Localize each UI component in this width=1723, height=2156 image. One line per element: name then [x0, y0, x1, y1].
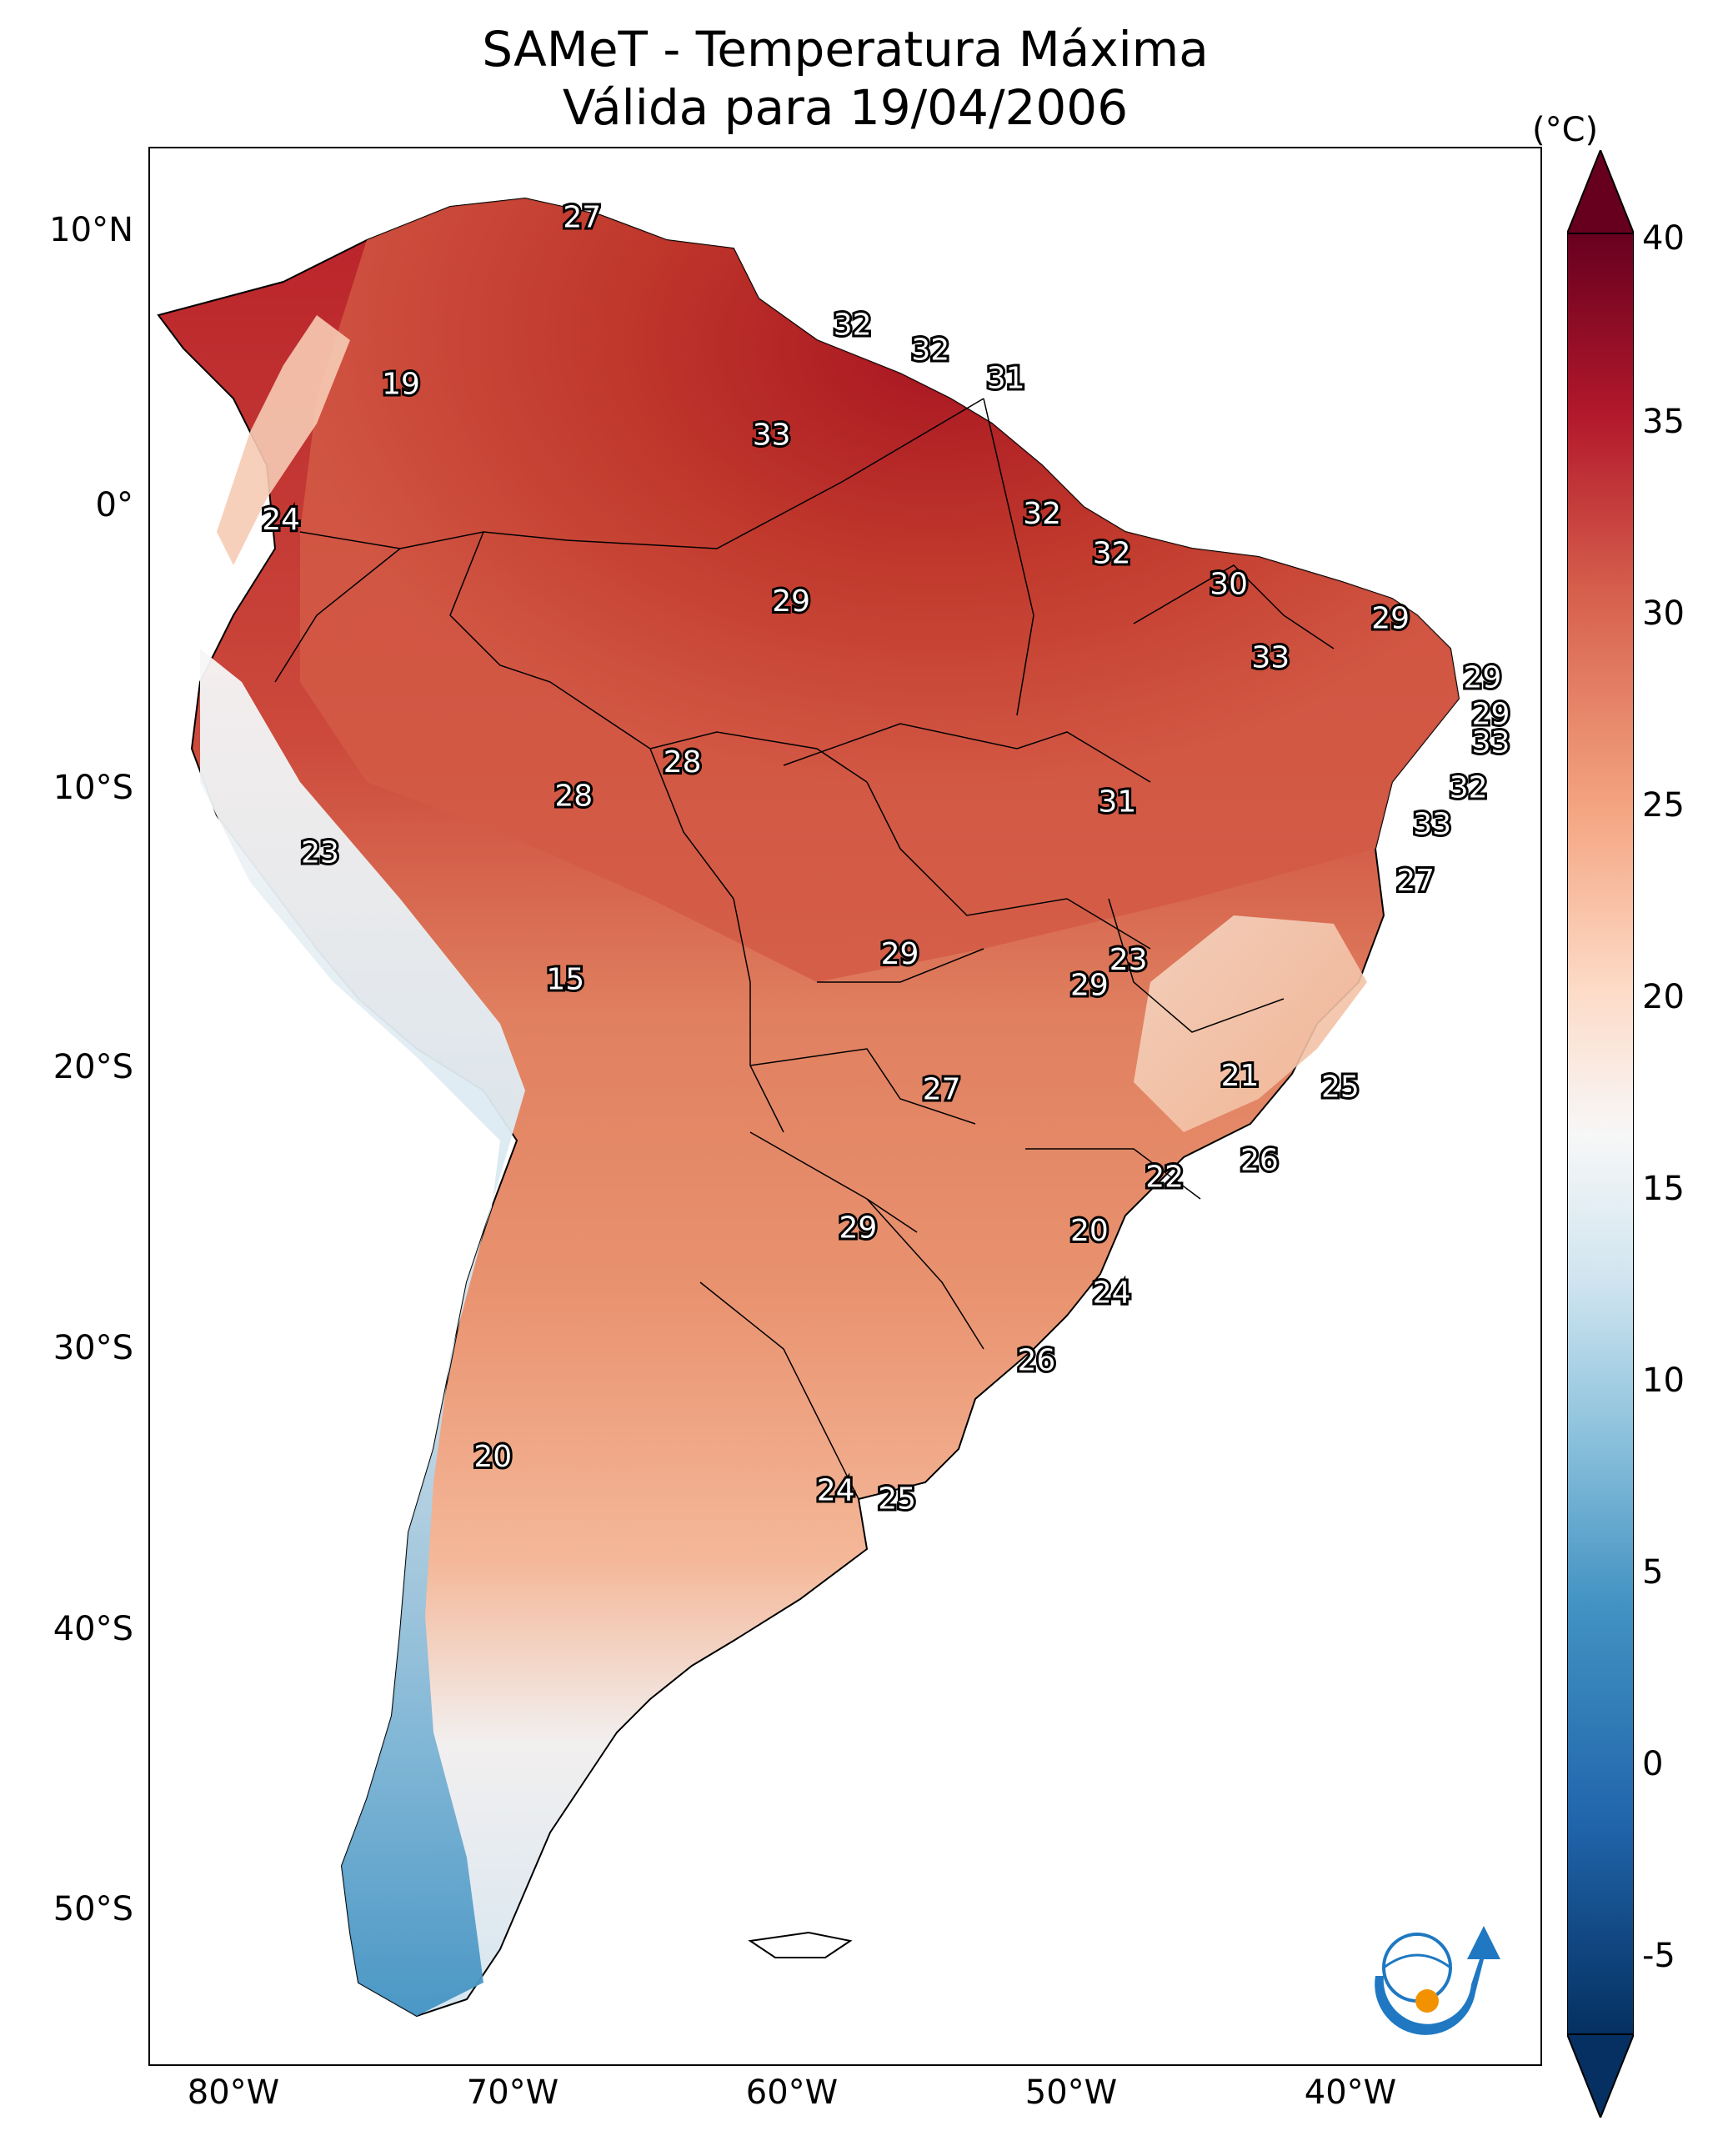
lon-label-40w: 40°W — [1304, 2073, 1397, 2112]
title-line-2: Válida para 19/04/2006 — [562, 79, 1129, 136]
station-value-label: 27 — [923, 1073, 961, 1107]
station-value-label: 24 — [817, 1473, 855, 1507]
station-value-label: 27 — [1396, 864, 1435, 898]
station-value-label: 32 — [911, 333, 949, 368]
northern-andes-highlands — [217, 315, 350, 565]
station-value-label: 31 — [987, 362, 1025, 396]
station-value-label: 32 — [1023, 497, 1061, 531]
station-value-label: 20 — [1070, 1214, 1109, 1248]
lon-label-80w: 80°W — [187, 2073, 280, 2112]
colorbar-tick-30: 30 — [1642, 594, 1685, 633]
colorbar-tick-minus-5: -5 — [1642, 1937, 1675, 1975]
lat-label-10s: 10°S — [53, 769, 133, 807]
falkland-islands — [748, 1931, 853, 1958]
station-value-label: 22 — [1145, 1161, 1184, 1195]
colorbar-tick-20: 20 — [1642, 978, 1685, 1016]
lat-label-50s: 50°S — [53, 1890, 133, 1928]
station-value-label: 21 — [1221, 1059, 1260, 1093]
station-value-label: 30 — [1210, 568, 1248, 602]
lon-label-50w: 50°W — [1024, 2073, 1118, 2112]
station-value-label: 28 — [554, 780, 593, 814]
station-value-label: 29 — [1472, 697, 1510, 731]
colorbar — [1567, 150, 1634, 2118]
lat-label-10n: 10°N — [49, 211, 133, 249]
station-value-label: 26 — [1240, 1143, 1279, 1177]
map-title: SAMeT - Temperatura Máxima Válida para 1… — [148, 20, 1542, 137]
station-value-label: 29 — [1070, 968, 1109, 1002]
station-value-label: 27 — [563, 201, 601, 235]
station-value-label: 32 — [834, 308, 872, 342]
station-value-label: 29 — [1463, 660, 1501, 694]
station-value-label: 29 — [881, 937, 919, 971]
colorbar-tick-25: 25 — [1642, 786, 1685, 825]
andes-cold-strip — [200, 649, 525, 2016]
station-value-label: 33 — [1251, 641, 1290, 675]
southeast-plateau-region — [1134, 915, 1367, 1132]
station-value-label: 24 — [262, 503, 300, 537]
station-value-label: 31 — [1098, 785, 1136, 819]
station-value-label: 26 — [1017, 1344, 1055, 1378]
colorbar-tick-35: 35 — [1642, 403, 1685, 441]
station-value-label: 25 — [878, 1482, 916, 1517]
lat-label-0: 0° — [95, 486, 133, 524]
colorbar-top-extension — [1567, 150, 1634, 234]
lon-label-70w: 70°W — [466, 2073, 559, 2112]
station-value-label: 23 — [1109, 943, 1148, 977]
station-value-label: 15 — [546, 963, 584, 997]
station-value-label: 32 — [1450, 771, 1488, 805]
northern-heat-region — [300, 198, 1459, 982]
colorbar-tick-0: 0 — [1642, 1745, 1664, 1783]
lon-label-60w: 60°W — [745, 2073, 839, 2112]
station-value-label: 25 — [1321, 1070, 1360, 1104]
title-line-1: SAMeT - Temperatura Máxima — [482, 21, 1209, 78]
station-value-label: 29 — [839, 1211, 877, 1246]
lat-label-40s: 40°S — [53, 1610, 133, 1648]
station-value-label: 33 — [753, 418, 791, 452]
station-value-label: 29 — [772, 584, 810, 619]
station-value-label: 24 — [1093, 1276, 1131, 1310]
station-value-label: 33 — [1413, 808, 1451, 842]
colorbar-bottom-extension — [1567, 2033, 1634, 2118]
lat-label-30s: 30°S — [53, 1329, 133, 1367]
station-value-label: 28 — [664, 745, 702, 780]
colorbar-tick-15: 15 — [1642, 1170, 1685, 1208]
station-value-label: 20 — [473, 1440, 512, 1474]
colorbar-tick-40: 40 — [1642, 219, 1685, 258]
inpe-logo — [1375, 1926, 1500, 2035]
station-value-label: 23 — [301, 835, 339, 870]
station-value-label: 29 — [1371, 601, 1410, 635]
lat-label-20s: 20°S — [53, 1048, 133, 1086]
station-value-label: 33 — [1472, 725, 1510, 760]
station-value-label: 32 — [1093, 537, 1131, 571]
colorbar-gradient — [1567, 233, 1634, 2035]
map-frame: 27 32 32 31 19 33 24 32 32 30 29 29 33 29 29 33 28 32 28 31… — [148, 147, 1542, 2066]
colorbar-tick-5: 5 — [1642, 1553, 1664, 1592]
country-borders — [274, 398, 1335, 1500]
colorbar-tick-10: 10 — [1642, 1361, 1685, 1400]
colorbar-unit: (°C) — [1532, 111, 1599, 149]
station-value-label: 19 — [382, 367, 420, 401]
